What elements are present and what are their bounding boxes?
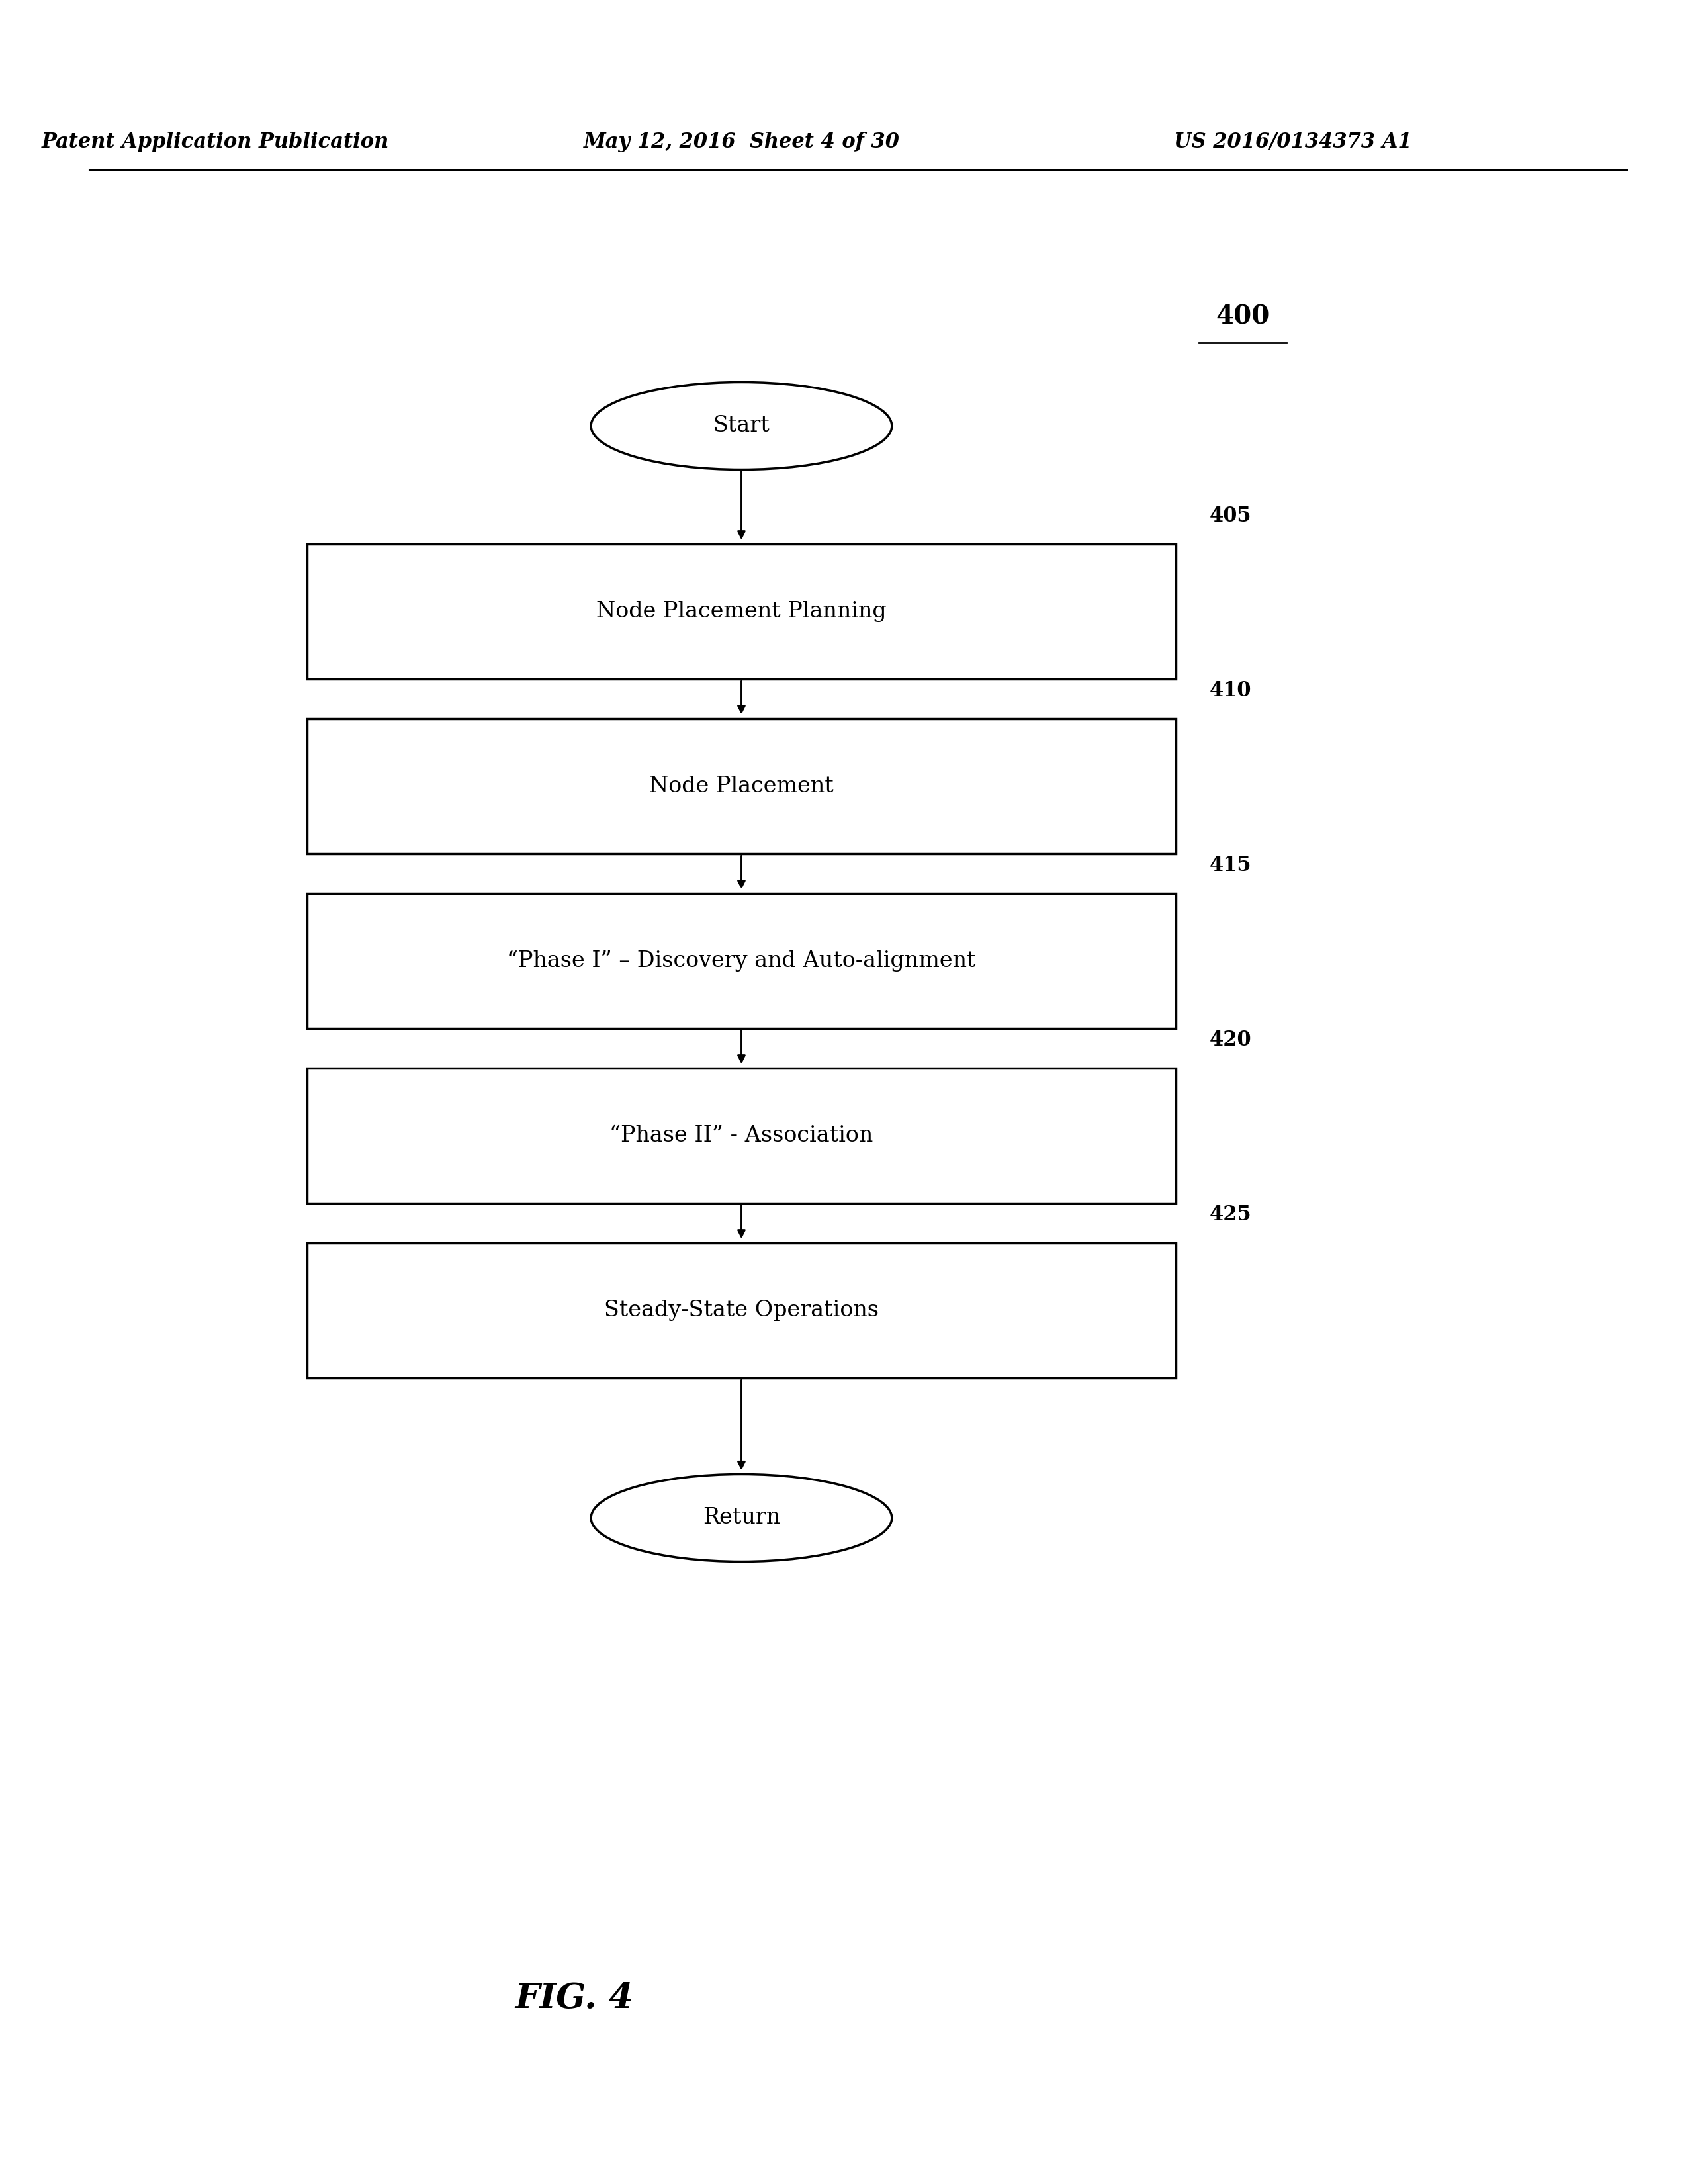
Text: Start: Start xyxy=(713,415,769,437)
Text: May 12, 2016  Sheet 4 of 30: May 12, 2016 Sheet 4 of 30 xyxy=(583,131,900,153)
Text: Node Placement: Node Placement xyxy=(649,775,833,797)
FancyBboxPatch shape xyxy=(307,1068,1176,1203)
Text: 400: 400 xyxy=(1216,304,1270,330)
Text: 405: 405 xyxy=(1210,507,1252,526)
Text: US 2016/0134373 A1: US 2016/0134373 A1 xyxy=(1174,131,1411,153)
Ellipse shape xyxy=(591,1474,891,1562)
Text: “Phase II” - Association: “Phase II” - Association xyxy=(610,1125,872,1147)
Text: 415: 415 xyxy=(1210,856,1252,876)
Text: 410: 410 xyxy=(1210,681,1252,701)
Text: 425: 425 xyxy=(1210,1206,1252,1225)
FancyBboxPatch shape xyxy=(307,544,1176,679)
Text: Return: Return xyxy=(703,1507,781,1529)
FancyBboxPatch shape xyxy=(307,719,1176,854)
Text: Node Placement Planning: Node Placement Planning xyxy=(596,601,886,622)
Ellipse shape xyxy=(591,382,891,470)
Text: Patent Application Publication: Patent Application Publication xyxy=(41,131,390,153)
FancyBboxPatch shape xyxy=(307,1243,1176,1378)
Text: “Phase I” – Discovery and Auto-alignment: “Phase I” – Discovery and Auto-alignment xyxy=(507,950,976,972)
Text: 420: 420 xyxy=(1210,1031,1252,1051)
Text: FIG. 4: FIG. 4 xyxy=(515,1981,634,2016)
FancyBboxPatch shape xyxy=(307,893,1176,1029)
Text: Steady-State Operations: Steady-State Operations xyxy=(605,1299,879,1321)
